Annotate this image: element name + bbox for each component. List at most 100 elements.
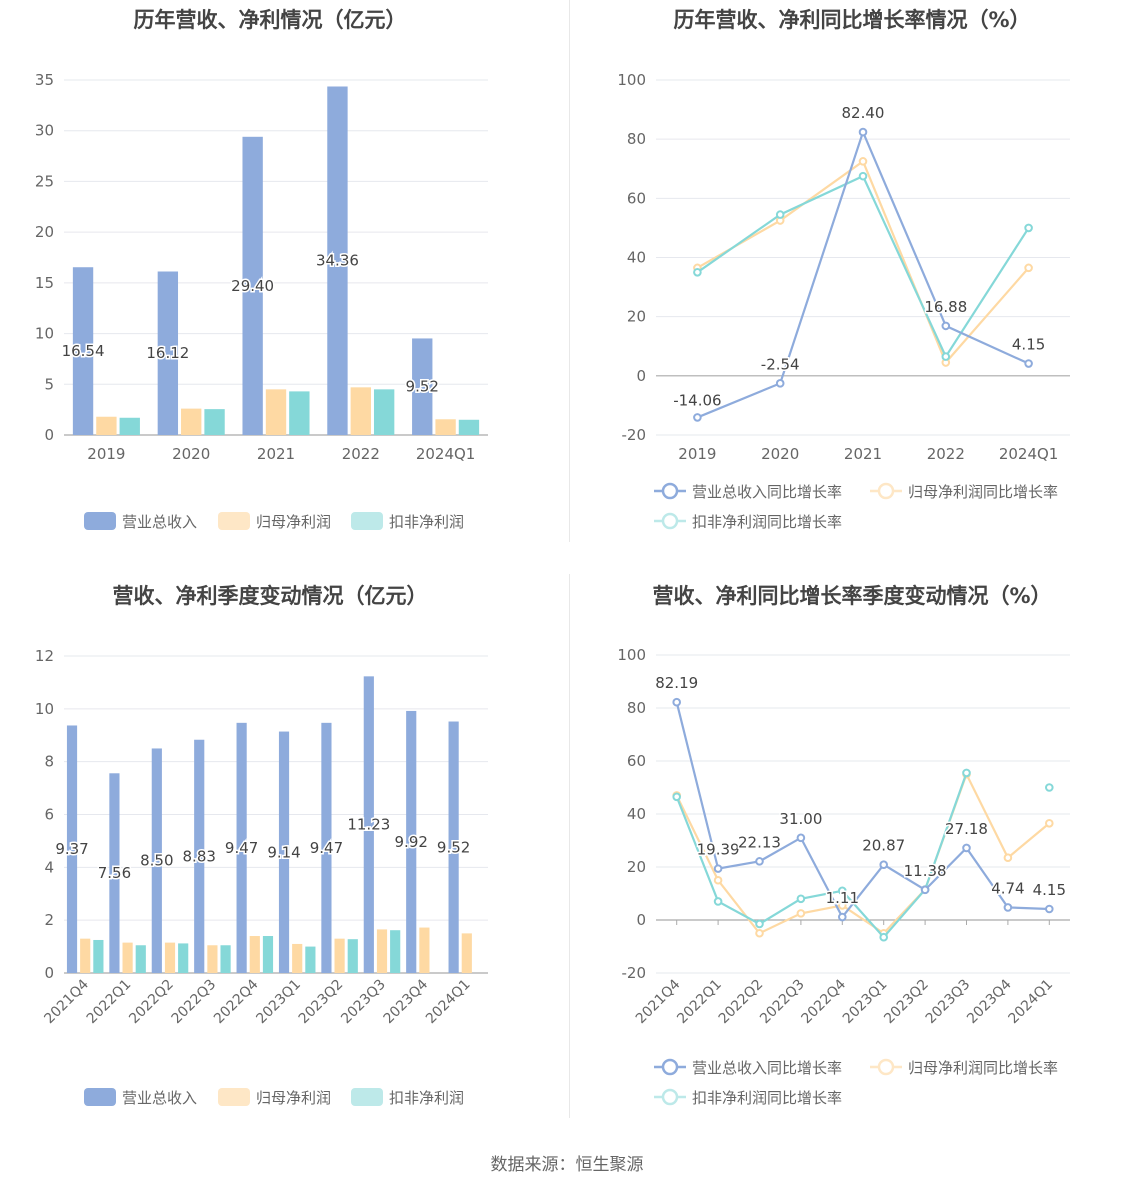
bar-value-label: 16.54 [62,342,105,360]
x-tick-label: 2019 [87,445,125,463]
point-扣非净利润同比增长率 [693,267,702,277]
legend-label: 归母净利润同比增长率 [908,1059,1058,1077]
legend-label: 归母净利润同比增长率 [908,483,1058,501]
bar-扣非净利润 [289,391,310,435]
bar-扣非净利润 [373,389,395,435]
line-value-label: 27.18 [945,820,988,838]
bar-归母净利润 [265,389,287,435]
point-营业总收入同比增长率 [1045,904,1054,914]
legend-marker [661,1088,679,1106]
bar-扣非净利润 [305,946,316,973]
bar-归母净利润 [292,943,303,973]
y-tick-label: 5 [44,375,54,393]
bar-value-label: 29.40 [231,277,274,295]
legend-swatch [351,512,383,530]
x-tick-label: 2022Q4 [211,976,262,1027]
y-tick-label: 2 [44,911,54,929]
x-tick-label: 2022Q4 [799,976,850,1027]
y-tick-label: 12 [35,647,54,665]
x-tick-label: 2023Q3 [923,977,974,1028]
legend-marker [661,512,679,530]
x-tick-label: 2023Q2 [881,977,932,1028]
line-归母净利润同比增长率 [675,771,1051,935]
x-tick-label: 2019 [678,445,716,463]
line-value-label: 11.38 [904,862,947,880]
x-tick-label: 2020 [761,445,799,463]
bar-value-label: 9.47 [310,839,343,857]
line-扣非净利润同比增长率 [675,772,968,939]
x-tick-label: 2023Q1 [253,977,304,1028]
y-tick-label: 60 [627,752,646,770]
bar-营业总收入 [363,676,374,973]
point-营业总收入同比增长率 [775,379,785,388]
bar-归母净利润 [376,929,388,973]
y-tick-label: 10 [35,700,54,718]
y-tick-label: 35 [35,71,54,89]
point-营业总收入同比增长率 [672,697,682,707]
bar-归母净利润 [419,927,430,973]
x-tick-label: 2023Q1 [840,977,891,1028]
legend-marker [877,1058,895,1076]
line-归母净利润同比增长率 [696,159,1030,365]
point-营业总收入同比增长率 [1024,359,1033,368]
point-扣非净利润同比增长率 [775,210,785,219]
legend-label: 扣非净利润 [389,1089,464,1107]
line-扣非净利润同比增长率 [696,174,1030,359]
bar-扣非净利润 [220,945,231,973]
y-tick-label: 100 [617,71,646,89]
bar-扣非净利润 [119,417,140,435]
y-tick-label: 60 [627,189,646,207]
bar-value-label: 9.92 [395,833,428,851]
point-扣非净利润同比增长率 [755,919,764,929]
x-tick-label: 2023Q3 [338,977,389,1028]
line-value-label: 4.15 [1012,336,1045,354]
vertical-divider-bottom [569,574,570,1118]
bar-value-label: 11.23 [347,816,390,834]
legend-label: 扣非净利润同比增长率 [692,1089,842,1107]
y-tick-label: 10 [35,325,54,343]
point-扣非净利润同比增长率 [962,768,971,778]
legend-label: 营业总收入 [122,513,197,531]
point-扣非净利润同比增长率 [713,897,723,906]
legend-label: 归母净利润 [256,1089,331,1107]
line-营业总收入同比增长率 [675,701,1050,920]
x-tick-label: 2022 [927,445,965,463]
point-营业总收入同比增长率 [1003,903,1013,912]
y-tick-label: 0 [44,964,54,982]
point-归母净利润同比增长率 [838,901,847,910]
bar-营业总收入 [151,748,162,973]
bar-value-label: 8.50 [140,852,173,870]
chart-title-quarterly-revenue: 营收、净利季度变动情况（亿元） [112,584,428,608]
y-tick-label: 0 [636,367,646,385]
legend-swatch [351,1088,383,1106]
y-tick-label: 0 [636,911,646,929]
bar-归母净利润 [350,387,371,435]
line-value-label: 4.15 [1033,881,1066,899]
x-tick-label: 2023Q2 [296,977,347,1028]
x-tick-label: 2022Q2 [126,977,177,1028]
bar-营业总收入 [66,725,78,973]
point-归母净利润同比增长率 [858,157,868,166]
point-营业总收入同比增长率 [858,127,868,137]
bar-value-label: 7.56 [98,864,131,882]
point-营业总收入同比增长率 [693,413,702,422]
point-营业总收入同比增长率 [920,885,930,895]
y-tick-label: 30 [35,122,54,140]
legend-marker [661,1058,679,1076]
x-tick-label: 2021 [844,445,882,463]
legend-label: 营业总收入同比增长率 [692,483,842,501]
bar-扣非净利润 [178,943,189,973]
x-tick-label: 2023Q4 [964,976,1015,1027]
point-扣非净利润同比增长率 [1024,223,1033,233]
y-tick-label: 25 [35,172,54,190]
x-tick-label: 2022Q2 [716,977,767,1028]
line-value-label: 1.11 [826,889,859,907]
bar-归母净利润 [249,936,260,973]
point-归母净利润同比增长率 [713,875,723,885]
x-tick-label: 2021Q4 [41,976,92,1027]
x-tick-label: 2022Q1 [674,977,725,1028]
line-value-label: 22.13 [738,833,781,851]
legend-marker [877,482,895,500]
y-tick-label: 80 [627,130,646,148]
bar-扣非净利润 [347,939,358,973]
